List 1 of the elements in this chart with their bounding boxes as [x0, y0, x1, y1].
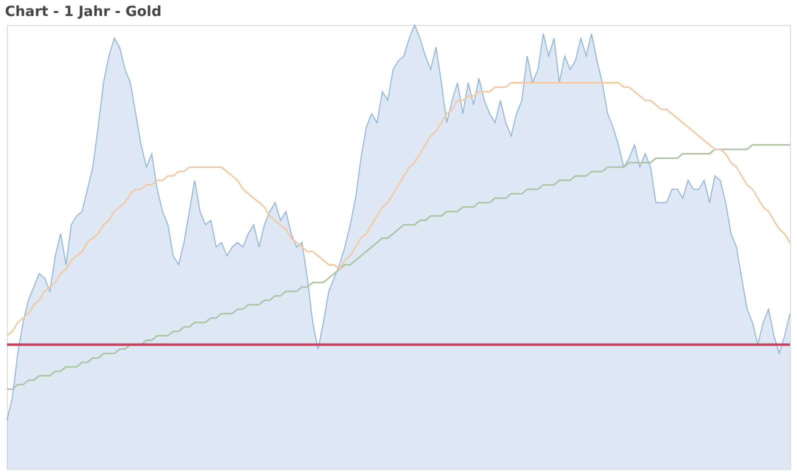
chart-title: Chart - 1 Jahr - Gold	[5, 4, 162, 20]
